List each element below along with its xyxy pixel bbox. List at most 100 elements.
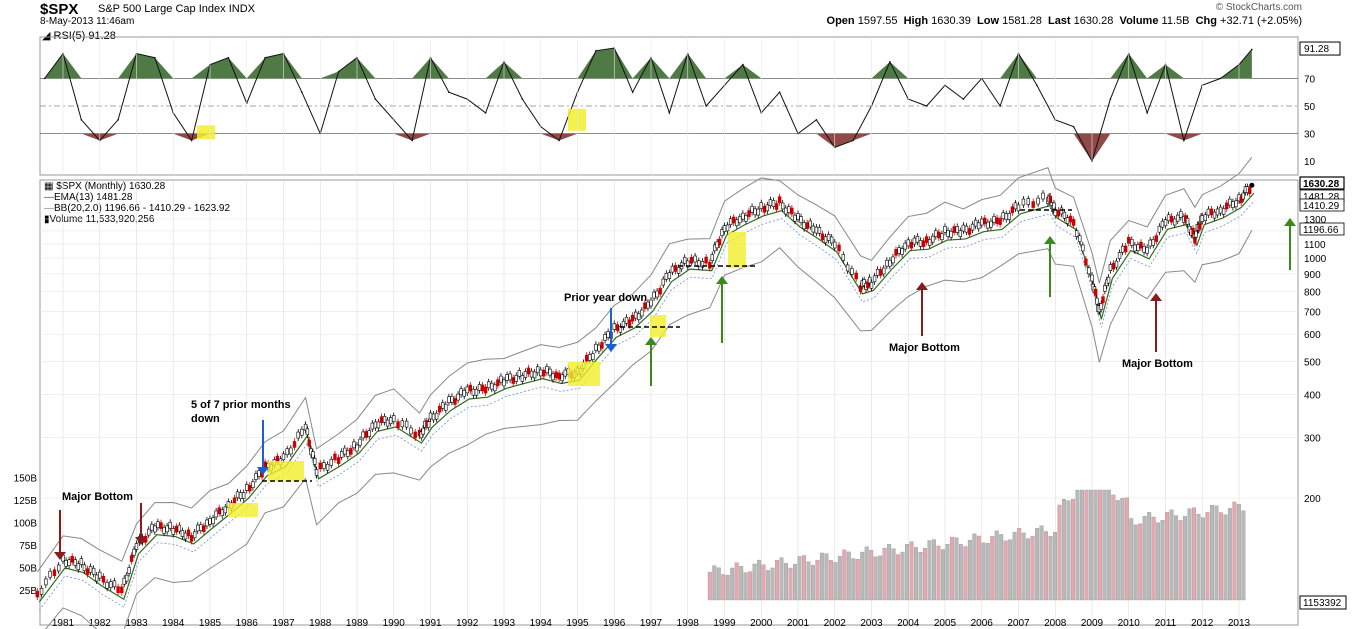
year-tick-label: 2005 bbox=[934, 618, 957, 629]
candle-body bbox=[1095, 297, 1099, 305]
bb-lower-line bbox=[44, 230, 1253, 629]
volume-bar bbox=[900, 551, 905, 601]
legend-price: ▦ $SPX (Monthly) 1630.28 bbox=[44, 181, 230, 192]
candle-body bbox=[649, 299, 653, 307]
rsi-point bbox=[337, 70, 340, 73]
candle-body bbox=[367, 430, 371, 437]
candle-body bbox=[630, 314, 635, 322]
candle-body bbox=[664, 272, 669, 280]
consolidation-highlight bbox=[728, 232, 746, 268]
low-value: 1581.28 bbox=[1002, 15, 1042, 27]
volume-bar bbox=[1003, 540, 1008, 601]
consolidation-highlight bbox=[268, 461, 304, 481]
stockcharts-brand[interactable]: © StockCharts.com bbox=[1215, 2, 1302, 13]
candle-body bbox=[998, 218, 1002, 225]
candle-body bbox=[520, 375, 525, 382]
candle-body bbox=[878, 269, 883, 276]
candle-body bbox=[462, 389, 466, 397]
last-label: Last bbox=[1047, 15, 1071, 27]
candle-body bbox=[1081, 244, 1085, 252]
candle-body bbox=[597, 344, 601, 352]
candle-body bbox=[1166, 214, 1171, 222]
high-value: 1630.39 bbox=[931, 15, 971, 27]
candle-body bbox=[722, 225, 727, 232]
candle-body bbox=[704, 256, 708, 264]
rsi-point bbox=[521, 98, 524, 100]
volume-bar bbox=[1097, 489, 1102, 601]
year-tick-label: 1985 bbox=[199, 618, 222, 629]
volume-bar bbox=[1142, 516, 1147, 601]
candle-body bbox=[808, 220, 812, 228]
candle-body bbox=[1212, 211, 1217, 219]
candle-body bbox=[717, 238, 722, 246]
last-value: 1630.28 bbox=[1073, 15, 1114, 27]
volume-bar bbox=[1232, 501, 1237, 601]
rsi-point bbox=[1109, 98, 1112, 100]
candle-body bbox=[735, 219, 739, 227]
candle-body bbox=[79, 558, 84, 565]
candle-body bbox=[612, 323, 616, 330]
candle-body bbox=[949, 230, 953, 238]
volume-tick-label: 25B bbox=[19, 586, 37, 597]
volume-bar bbox=[1183, 516, 1188, 601]
candle-body bbox=[1016, 204, 1021, 212]
rsi-point bbox=[301, 91, 303, 93]
candle-body bbox=[833, 241, 837, 249]
candle-body bbox=[1127, 236, 1131, 244]
year-tick-label: 1994 bbox=[530, 618, 553, 629]
rsi-highlight-1994 bbox=[568, 108, 586, 131]
candle-body bbox=[814, 226, 819, 234]
price-badge-box bbox=[1299, 176, 1345, 190]
green-arrow-2007-head bbox=[1044, 236, 1056, 244]
candle-body bbox=[560, 374, 564, 382]
candle-body bbox=[869, 282, 874, 289]
candle-body bbox=[1194, 230, 1198, 238]
candle-body bbox=[937, 231, 941, 239]
rsi-point bbox=[815, 119, 818, 121]
price-tick-label: 300 bbox=[1304, 434, 1321, 445]
volume-bar bbox=[842, 549, 847, 601]
year-tick-label: 2000 bbox=[750, 618, 773, 629]
volume-bar bbox=[1057, 504, 1062, 601]
year-tick-label: 1997 bbox=[640, 618, 663, 629]
volume-bar bbox=[716, 567, 721, 601]
candle-body bbox=[539, 369, 543, 377]
candle-body bbox=[973, 219, 978, 227]
candle-body bbox=[456, 393, 460, 401]
volume-bar bbox=[1106, 489, 1111, 601]
year-tick-label: 2009 bbox=[1081, 618, 1104, 629]
blue-arrow-1986-head bbox=[257, 467, 269, 475]
rsi-point bbox=[778, 91, 781, 93]
rsi-tick-label: 50 bbox=[1304, 102, 1316, 113]
red-arrow-2003-head bbox=[916, 282, 928, 290]
candle-body bbox=[1221, 208, 1226, 215]
candle-body bbox=[1136, 244, 1140, 251]
candle-body bbox=[1103, 285, 1107, 292]
candle-body bbox=[285, 448, 289, 456]
rsi-point bbox=[374, 98, 377, 100]
candle-body bbox=[720, 229, 724, 236]
rsi-point bbox=[962, 98, 965, 100]
volume-bar bbox=[766, 570, 771, 601]
rsi-point bbox=[484, 112, 487, 114]
candle-body bbox=[64, 559, 68, 567]
volume-bar bbox=[914, 547, 918, 601]
candle-body bbox=[333, 453, 337, 461]
volume-bar bbox=[707, 571, 712, 601]
candle-body bbox=[57, 564, 61, 572]
volume-bar bbox=[797, 556, 802, 601]
candle-body bbox=[1004, 213, 1008, 220]
candle-body bbox=[1031, 201, 1035, 208]
candle-body bbox=[486, 381, 491, 389]
candle-body bbox=[1071, 219, 1076, 226]
candle-body bbox=[419, 431, 424, 439]
candle-body bbox=[468, 384, 473, 392]
candle-body bbox=[918, 240, 923, 247]
candle-body bbox=[545, 366, 549, 373]
price-tick-label: 1000 bbox=[1304, 254, 1327, 265]
volume-bar bbox=[958, 544, 963, 601]
candle-body bbox=[946, 230, 950, 237]
candle-body bbox=[1001, 212, 1005, 220]
volume-bar bbox=[806, 561, 811, 601]
volume-bar bbox=[1053, 532, 1057, 601]
